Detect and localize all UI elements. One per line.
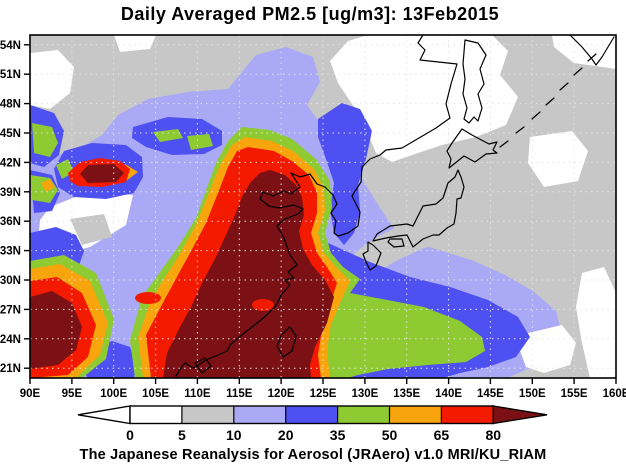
- contour-region-darkred: [163, 170, 334, 378]
- lon-tick-label: 130E: [351, 388, 378, 400]
- contour-region-white: [330, 35, 518, 162]
- lat-tick-label: 54N: [0, 40, 21, 52]
- lon-tick-label: 115E: [226, 388, 253, 400]
- colorbar-label: 10: [226, 427, 242, 443]
- contour-region-red: [135, 292, 161, 304]
- colorbar-label: 80: [486, 427, 502, 443]
- lat-tick-label: 24N: [0, 334, 21, 346]
- coastline-honshu: [372, 169, 465, 248]
- colorbar-label: 65: [434, 427, 450, 443]
- lon-tick-label: 100E: [100, 388, 127, 400]
- coastline-kamchatka: [569, 34, 615, 66]
- lon-tick-label: 160E: [603, 388, 626, 400]
- colorbar-label: 20: [278, 427, 294, 443]
- lon-tick-label: 95E: [62, 388, 83, 400]
- lon-tick-label: 150E: [519, 388, 546, 400]
- axis-tickmarks: [24, 44, 617, 384]
- lon-tick-label: 145E: [477, 388, 504, 400]
- coastline-kuril-islands: [499, 53, 597, 148]
- colorbar-overflow-arrow: [492, 405, 548, 425]
- colorbar-segment: [337, 406, 390, 424]
- contour-region-green: [153, 129, 183, 142]
- lon-tick-label: 120E: [268, 388, 295, 400]
- colorbar: 0 5 10 20 35 50 65 80: [77, 405, 548, 443]
- contour-region-white: [114, 35, 156, 52]
- colorbar-segment: [441, 406, 494, 424]
- colorbar-segment: [285, 406, 338, 424]
- contour-region-green: [187, 134, 213, 150]
- contour-region-gray-japan: [347, 152, 474, 282]
- coastline-hokkaido: [446, 128, 498, 169]
- colorbar-label: 35: [330, 427, 346, 443]
- colorbar-label: 0: [126, 427, 134, 443]
- lat-tick-label: 33N: [0, 246, 21, 258]
- coastline-shikoku: [387, 238, 405, 248]
- colorbar-outline: [129, 405, 494, 425]
- coastline-hainan: [194, 357, 212, 374]
- colorbar-segment: [389, 406, 442, 424]
- contour-region-white: [520, 325, 576, 373]
- contour-region-white: [528, 131, 588, 187]
- lat-tick-label: 30N: [0, 275, 21, 287]
- lon-tick-label: 135E: [393, 388, 420, 400]
- lat-tick-label: 27N: [0, 304, 21, 316]
- contour-region-white: [30, 50, 74, 109]
- lat-tick-label: 48N: [0, 99, 21, 111]
- colorbar-labels: 0 5 10 20 35 50 65 80: [126, 427, 501, 443]
- contour-region-orange: [41, 179, 55, 192]
- lat-axis: 54N 51N 48N 45N 42N 39N 36N 33N 30N 27N …: [0, 40, 21, 375]
- contour-region-green: [32, 123, 58, 157]
- contour-region-white: [576, 267, 616, 378]
- coastline-mainland: [175, 34, 458, 377]
- contour-region-darkred: [80, 164, 124, 183]
- page-title: Daily Averaged PM2.5 [ug/m3]: 13Feb2015: [121, 4, 499, 24]
- contour-region-gray: [70, 214, 112, 245]
- lon-axis: 90E 95E 100E 105E 110E 115E 120E 125E 13…: [20, 388, 626, 400]
- lon-tick-label: 125E: [310, 388, 337, 400]
- colorbar-segment: [130, 406, 182, 424]
- colorbar-segment: [181, 406, 234, 424]
- lat-tick-label: 39N: [0, 187, 21, 199]
- coastline-sakhalin: [462, 39, 487, 124]
- lon-tick-label: 105E: [142, 388, 169, 400]
- coastline-kyushu: [362, 241, 382, 271]
- lat-tick-label: 42N: [0, 157, 21, 169]
- lon-tick-label: 110E: [184, 388, 211, 400]
- colorbar-label: 5: [178, 427, 186, 443]
- map-plot: 54N 51N 48N 45N 42N 39N 36N 33N 30N 27N …: [0, 34, 626, 400]
- contour-region-red: [252, 299, 274, 311]
- lat-tick-label: 45N: [0, 128, 21, 140]
- figure-caption: The Japanese Reanalysis for Aerosol (JRA…: [80, 447, 547, 463]
- lon-tick-label: 155E: [561, 388, 588, 400]
- contour-region-darkred: [30, 291, 82, 369]
- colorbar-underflow-arrow: [77, 405, 131, 425]
- grid-lines: [30, 35, 616, 378]
- lat-tick-label: 21N: [0, 363, 21, 375]
- lon-tick-label: 90E: [20, 388, 41, 400]
- coastline-taiwan: [276, 326, 297, 358]
- contour-region-white: [600, 361, 616, 378]
- colorbar-segment: [233, 406, 286, 424]
- lat-tick-label: 51N: [0, 69, 21, 81]
- lon-tick-label: 140E: [435, 388, 462, 400]
- lat-tick-label: 36N: [0, 216, 21, 228]
- colorbar-label: 50: [382, 427, 398, 443]
- coastline-layer: [175, 34, 615, 377]
